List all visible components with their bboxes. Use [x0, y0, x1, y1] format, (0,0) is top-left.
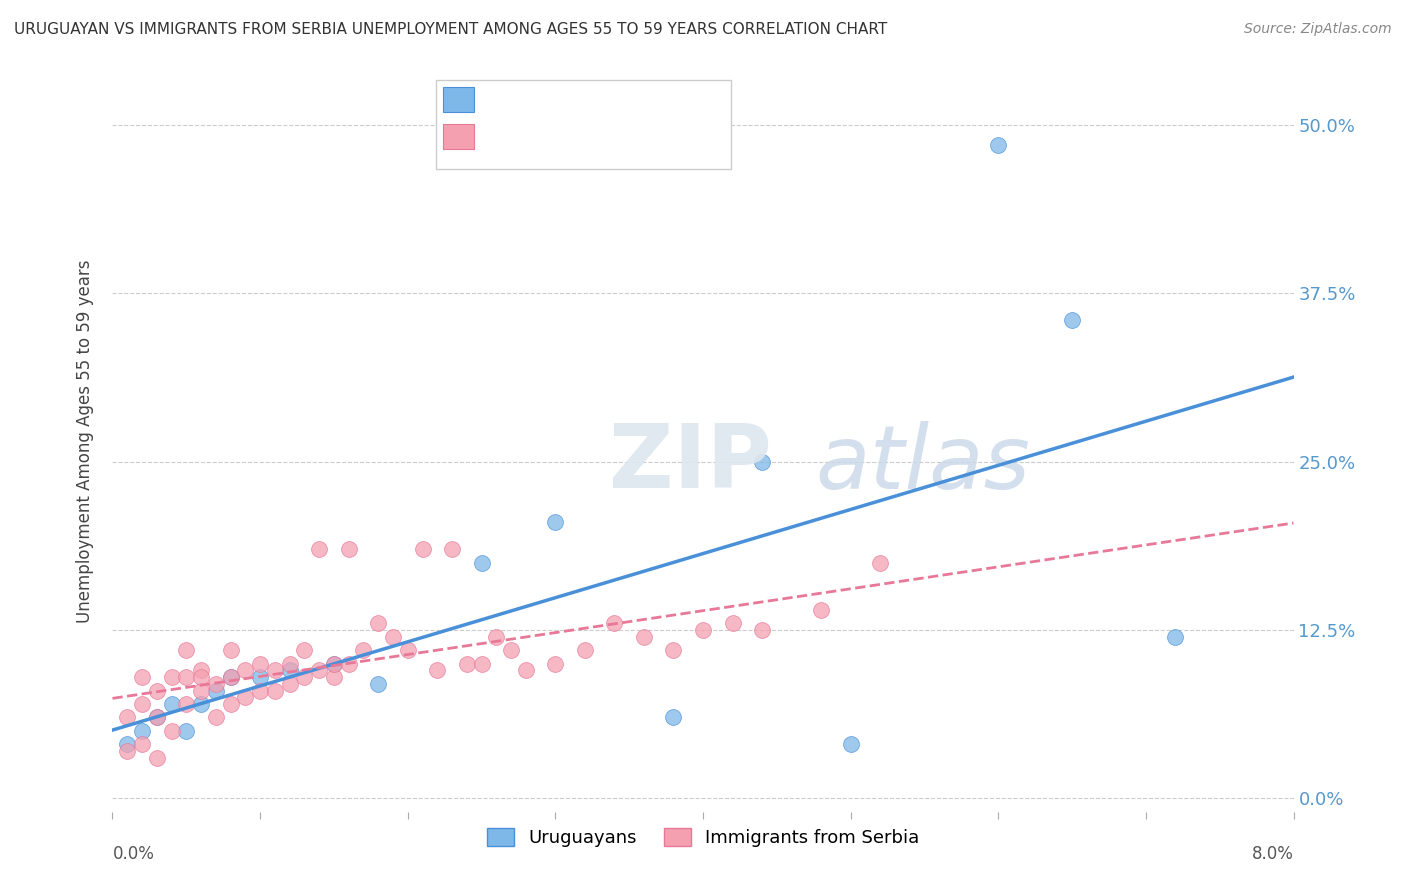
Point: [278, 664, 301, 678]
Point: [456, 657, 478, 671]
Point: [205, 710, 228, 724]
Point: [751, 623, 773, 637]
Point: [264, 664, 287, 678]
Text: ZIP: ZIP: [609, 420, 772, 508]
Point: [174, 670, 197, 684]
Point: [264, 683, 287, 698]
Point: [574, 643, 596, 657]
Point: [367, 677, 389, 691]
Point: [174, 643, 197, 657]
Point: [396, 643, 419, 657]
Point: [131, 723, 153, 738]
Point: [278, 657, 301, 671]
Point: [810, 603, 832, 617]
Point: [205, 683, 228, 698]
Point: [869, 556, 891, 570]
Point: [219, 670, 242, 684]
Point: [146, 710, 169, 724]
Point: [219, 643, 242, 657]
Point: [337, 657, 360, 671]
Point: [190, 664, 212, 678]
Point: [544, 657, 567, 671]
Point: [987, 138, 1010, 153]
Point: [146, 683, 169, 698]
Point: [131, 697, 153, 711]
Point: [117, 710, 138, 724]
Point: [323, 657, 346, 671]
Point: [1062, 313, 1084, 327]
Point: [337, 542, 360, 557]
Point: [160, 670, 183, 684]
Point: [292, 670, 315, 684]
Point: [146, 751, 169, 765]
Point: [839, 738, 862, 752]
Point: [1164, 630, 1187, 644]
Point: [190, 683, 212, 698]
Point: [190, 697, 212, 711]
Point: [249, 657, 271, 671]
Point: [117, 744, 138, 758]
Point: [205, 677, 228, 691]
Text: N =: N =: [574, 92, 631, 110]
Point: [249, 683, 271, 698]
Point: [219, 670, 242, 684]
Point: [544, 516, 567, 530]
Point: [633, 630, 655, 644]
Point: [160, 697, 183, 711]
Point: [603, 616, 626, 631]
Point: [131, 738, 153, 752]
Text: N =: N =: [574, 129, 631, 147]
Point: [662, 643, 685, 657]
Point: [174, 723, 197, 738]
Point: [117, 738, 138, 752]
Point: [292, 643, 315, 657]
Point: [308, 664, 330, 678]
Point: [471, 556, 494, 570]
Point: [662, 710, 685, 724]
Text: 8.0%: 8.0%: [1251, 846, 1294, 863]
Point: [382, 630, 405, 644]
Point: [485, 630, 508, 644]
Point: [751, 455, 773, 469]
Text: 20: 20: [633, 92, 658, 110]
Y-axis label: Unemployment Among Ages 55 to 59 years: Unemployment Among Ages 55 to 59 years: [76, 260, 94, 624]
Point: [692, 623, 714, 637]
Text: 59: 59: [633, 129, 658, 147]
Point: [367, 616, 389, 631]
Point: [501, 643, 523, 657]
Point: [426, 664, 449, 678]
Point: [471, 657, 494, 671]
Text: URUGUAYAN VS IMMIGRANTS FROM SERBIA UNEMPLOYMENT AMONG AGES 55 TO 59 YEARS CORRE: URUGUAYAN VS IMMIGRANTS FROM SERBIA UNEM…: [14, 22, 887, 37]
Point: [219, 697, 242, 711]
Point: [441, 542, 464, 557]
Text: 0.730: 0.730: [520, 92, 576, 110]
Point: [278, 677, 301, 691]
Legend: Uruguayans, Immigrants from Serbia: Uruguayans, Immigrants from Serbia: [479, 821, 927, 855]
Point: [515, 664, 537, 678]
Point: [721, 616, 744, 631]
Text: Source: ZipAtlas.com: Source: ZipAtlas.com: [1244, 22, 1392, 37]
Point: [323, 657, 346, 671]
Point: [233, 690, 256, 705]
Point: [323, 670, 346, 684]
Point: [352, 643, 374, 657]
Point: [160, 723, 183, 738]
Text: 0.412: 0.412: [520, 129, 576, 147]
Point: [233, 664, 256, 678]
Point: [190, 670, 212, 684]
Point: [174, 697, 197, 711]
Text: R =: R =: [482, 92, 522, 110]
Text: atlas: atlas: [815, 421, 1031, 507]
Point: [131, 670, 153, 684]
Text: R =: R =: [482, 129, 522, 147]
Point: [412, 542, 434, 557]
Point: [308, 542, 330, 557]
Text: 0.0%: 0.0%: [112, 846, 155, 863]
Point: [249, 670, 271, 684]
Point: [146, 710, 169, 724]
